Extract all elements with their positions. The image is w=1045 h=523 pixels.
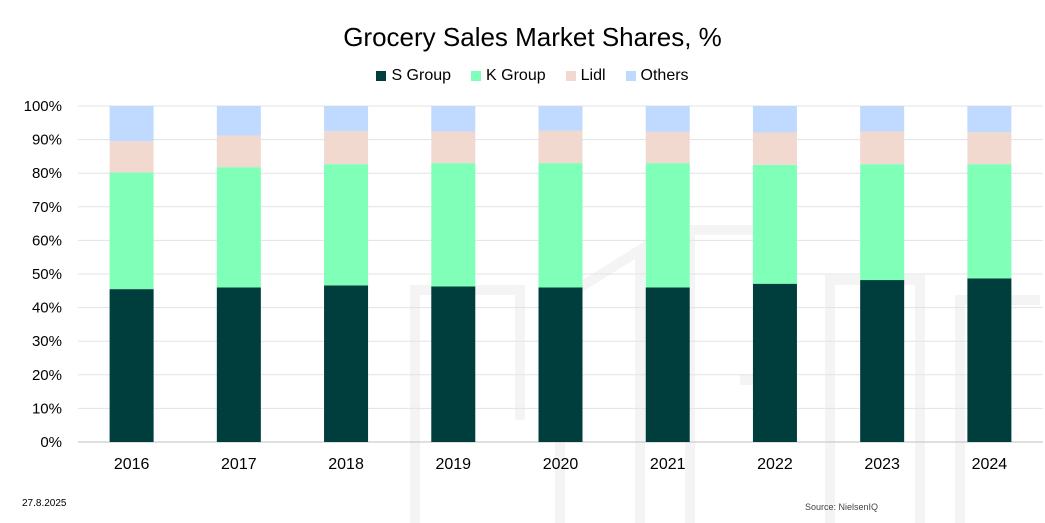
legend-label-lidl: Lidl [580,67,606,84]
bar-segment-k-group [324,164,369,286]
bar-segment-k-group [109,172,154,290]
bar-segment-s-group [967,278,1012,442]
legend-item-s-group: S Group [376,67,451,85]
legend-swatch-lidl [565,71,576,81]
legend-label-s-group: S Group [391,67,452,84]
y-tick-label: 80% [32,165,62,182]
y-tick-label: 20% [32,367,62,384]
bar-segment-k-group [645,163,690,288]
y-tick-label: 100% [24,98,62,115]
y-tick-label: 60% [32,232,62,249]
bar-segment-s-group [216,287,261,442]
bar-segment-k-group [431,163,476,287]
bar-segment-others [431,106,476,132]
bar-segment-others [538,106,583,131]
bar-segment-lidl [967,132,1012,165]
bar-segment-k-group [216,167,261,288]
bar-segment-s-group [752,283,797,442]
y-tick-label: 30% [32,333,62,350]
x-tick-label: 2020 [543,456,579,473]
bar-segment-others [109,106,154,142]
bar-segment-others [216,106,261,136]
legend-swatch-others [625,71,636,81]
y-tick-label: 50% [32,266,62,283]
x-tick-label: 2021 [650,456,686,473]
footer-source: Source: NielsenIQ [805,502,879,512]
bar-segment-s-group [860,280,905,442]
legend-label-k-group: K Group [486,67,546,84]
bar-segment-lidl [109,141,154,173]
chart-legend: S Group K Group Lidl Others [0,67,1045,85]
bar-segment-lidl [216,135,261,168]
y-tick-label: 90% [32,132,62,149]
bar-segment-k-group [967,164,1012,279]
y-tick-label: 70% [32,199,62,216]
legend-item-lidl: Lidl [565,67,606,85]
x-tick-label: 2018 [328,456,364,473]
y-tick-label: 10% [32,400,62,417]
legend-swatch-s-group [376,71,387,81]
bar-segment-lidl [324,131,369,165]
bar-segment-lidl [431,131,476,164]
bar-segment-others [324,106,369,132]
bar-segment-k-group [538,163,583,288]
x-tick-label: 2016 [114,456,150,473]
chart-title: Grocery Sales Market Shares, % [343,22,722,52]
y-tick-label: 40% [32,300,62,317]
legend-label-others: Others [640,67,689,84]
bar-segment-s-group [324,285,369,442]
bar-segment-others [860,106,905,132]
x-tick-label: 2024 [972,456,1008,473]
x-tick-label: 2019 [435,456,471,473]
bar-segment-k-group [860,164,905,281]
x-tick-label: 2023 [864,456,900,473]
bar-segment-others [645,106,690,132]
bar-segment-s-group [431,286,476,442]
bar-segment-others [967,106,1012,133]
x-tick-label: 2022 [757,456,793,473]
bar-segment-s-group [645,287,690,442]
bar-segment-k-group [752,164,797,284]
x-tick-label: 2017 [221,456,257,473]
legend-swatch-k-group [471,71,482,81]
bar-segment-lidl [860,131,905,165]
y-tick-label: 0% [40,434,62,451]
legend-item-others: Others [625,67,689,85]
footer-date: 27.8.2025 [22,498,67,509]
bar-segment-s-group [109,289,154,442]
bar-segment-lidl [645,131,690,164]
legend-item-k-group: K Group [471,67,546,85]
bar-segment-lidl [538,130,583,164]
bar-segment-lidl [752,132,797,165]
bar-segment-s-group [538,287,583,442]
bar-segment-others [752,106,797,133]
